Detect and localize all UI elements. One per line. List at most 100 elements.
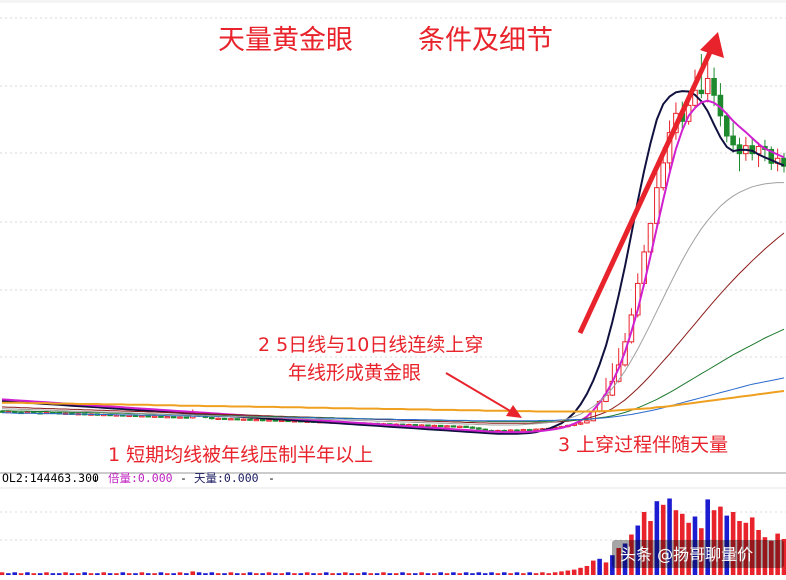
candle-body	[584, 420, 590, 424]
moving-average-lines	[1, 90, 785, 435]
candle-body	[514, 429, 520, 432]
volume-bar	[705, 499, 710, 575]
volume-bar	[756, 530, 761, 575]
volume-bar	[374, 573, 380, 575]
ma-line-ma5	[1, 90, 785, 435]
volume-bar	[12, 572, 18, 575]
watermark-text: 头条 @扬哥聊量价	[620, 545, 753, 564]
candle-body	[170, 416, 177, 419]
volume-bar	[527, 572, 532, 575]
volume-bar	[489, 572, 494, 575]
volume-bar	[667, 498, 672, 575]
candle-body	[145, 415, 152, 418]
volume-bar	[234, 573, 240, 575]
volume-bar	[425, 573, 431, 575]
candle-body	[234, 418, 241, 421]
volume-bar	[209, 572, 215, 575]
volume-bar	[686, 522, 691, 575]
volume-bar	[692, 516, 698, 575]
volume-bar	[292, 573, 297, 575]
volume-bars	[0, 498, 786, 575]
candle-body	[215, 417, 221, 420]
volume-bar	[546, 573, 552, 575]
volume-bar	[139, 572, 145, 575]
candle-body	[247, 418, 253, 421]
candle-body	[476, 427, 482, 430]
volume-bar	[336, 573, 342, 575]
volume-bar	[514, 572, 520, 575]
candle-body	[456, 425, 463, 428]
volume-bar	[451, 572, 456, 575]
annotation-3: 3 上穿过程伴随天量	[558, 434, 728, 456]
candle-body	[463, 425, 469, 428]
volume-bar	[438, 572, 443, 575]
volume-bar	[470, 573, 475, 575]
volume-bar	[254, 573, 259, 575]
candle-body	[221, 417, 228, 420]
candle-body	[253, 419, 260, 422]
candle-body	[768, 148, 775, 164]
volume-bar	[88, 573, 94, 575]
ma-line-ma_c	[2, 377, 785, 422]
volume-bar	[495, 573, 501, 575]
volume-bar	[82, 572, 87, 575]
candle-body	[425, 424, 431, 427]
volume-bar	[400, 572, 405, 575]
indicator-dash-1: -	[180, 471, 187, 485]
title: 天量黄金眼 条件及细节	[218, 25, 553, 56]
candle-body	[437, 424, 444, 428]
annotation-2-line1: 2 5日线与10日线连续上穿	[258, 334, 483, 356]
volume-bar	[133, 573, 138, 575]
indicator-double-volume: 倍量:0.000	[108, 471, 173, 485]
volume-bar	[629, 534, 634, 575]
candle-body	[158, 415, 164, 418]
candle-body	[0, 410, 5, 413]
volume-bar	[247, 572, 253, 575]
volume-bar	[463, 572, 469, 575]
volume-bar	[279, 573, 285, 575]
volume-bar	[590, 560, 596, 575]
volume-bar	[260, 573, 265, 575]
volume-bar	[63, 572, 68, 575]
volume-bar	[501, 572, 507, 575]
candle-body	[228, 418, 234, 421]
volume-bar	[56, 573, 62, 575]
volume-bar	[126, 573, 132, 575]
indicator-down-arrow: ↓	[92, 471, 99, 485]
volume-bar	[508, 573, 513, 575]
title-main: 天量黄金眼	[218, 25, 353, 56]
candle-body	[183, 416, 190, 419]
candle-body	[577, 422, 584, 425]
volume-bar	[762, 537, 768, 575]
volume-bar	[184, 573, 189, 575]
volume-bar	[679, 513, 685, 575]
candle-body	[240, 418, 247, 421]
volume-bar	[343, 572, 348, 575]
volume-bar	[406, 573, 412, 575]
volume-bar	[533, 573, 539, 575]
volume-bar	[330, 573, 335, 575]
candle-body	[660, 162, 666, 189]
annotation-2: 2 5日线与10日线连续上穿 年线形成黄金眼	[258, 334, 522, 418]
ma-line-ma_d	[1, 182, 784, 426]
candle-body	[450, 425, 457, 428]
volume-bar	[37, 573, 43, 575]
volume-bar	[241, 573, 246, 575]
volume-bar	[622, 543, 628, 575]
candle-body	[431, 424, 438, 428]
volume-bar	[323, 572, 329, 575]
volume-bar	[419, 572, 424, 575]
volume-bar	[145, 573, 151, 575]
title-sub: 条件及细节	[418, 25, 553, 56]
candle-body	[11, 411, 18, 414]
volume-bar	[285, 572, 291, 575]
trend-arrow	[577, 32, 724, 335]
volume-bar	[432, 573, 437, 575]
ma-line-ma_a	[1, 232, 785, 424]
annotation-2-arrow-shaft	[445, 372, 513, 413]
ma-line-ma_year	[2, 390, 785, 413]
volume-bar	[730, 512, 736, 575]
candle-body	[164, 416, 171, 419]
volume-bar	[737, 521, 742, 575]
volume-bar	[412, 573, 418, 575]
